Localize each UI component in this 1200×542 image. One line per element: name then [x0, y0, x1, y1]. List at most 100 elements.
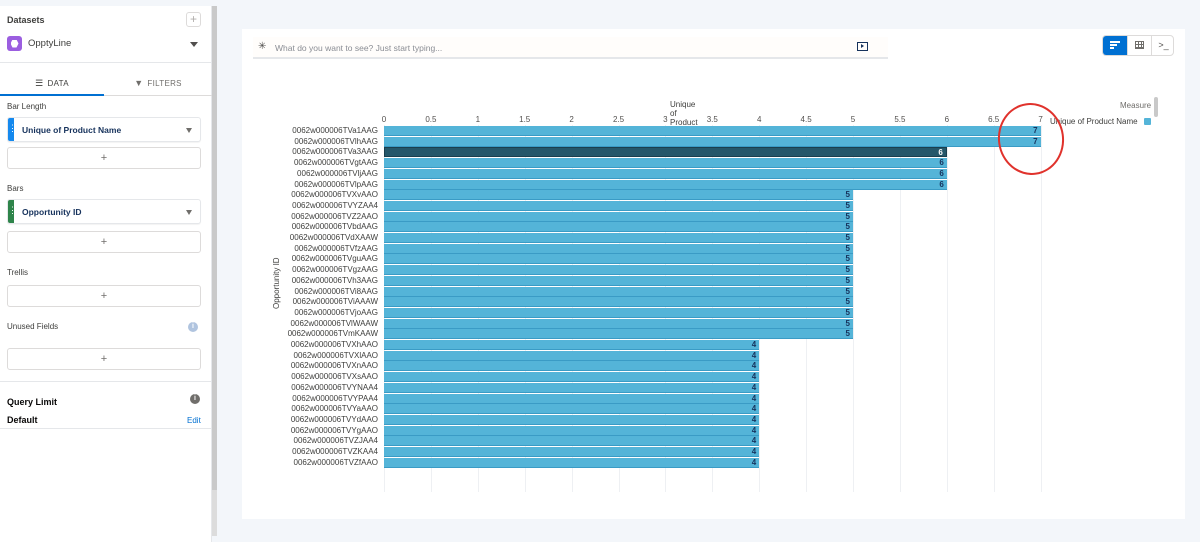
bar[interactable]: 5 [384, 286, 853, 297]
y-tick-label[interactable]: 0062w000006TVfzAAG [294, 243, 378, 253]
table-view-button[interactable] [1127, 36, 1151, 55]
chevron-down-icon[interactable] [190, 42, 198, 47]
gridline [853, 125, 854, 492]
y-tick-label[interactable]: 0062w000006TVXhAAO [290, 340, 378, 349]
bar[interactable]: 4 [384, 414, 760, 425]
x-tick-label: 0.5 [425, 115, 437, 124]
y-tick-label[interactable]: 0062w000006TVdXAAW [289, 233, 378, 242]
y-tick-label[interactable]: 0062w000006TVZKAA4 [292, 447, 378, 456]
y-tick-label[interactable]: 0062w000006TVYaAAO [291, 404, 378, 414]
bar[interactable]: 5 [384, 254, 853, 265]
bar[interactable]: 4 [384, 372, 760, 383]
y-tick-label[interactable]: 0062w000006TVYPAA4 [292, 393, 378, 403]
bar[interactable]: 4 [384, 350, 760, 361]
play-icon[interactable] [857, 42, 868, 51]
drag-handle-icon[interactable] [8, 200, 14, 223]
y-tick-label[interactable]: 0062w000006TVYNAA4 [291, 382, 378, 392]
y-tick-label[interactable]: 0062w000006TVgtAAG [293, 158, 378, 168]
info-icon[interactable]: i [188, 322, 198, 332]
x-tick-label: 2 [569, 115, 574, 124]
bar[interactable]: 7 [384, 136, 1041, 147]
bar-value-label: 5 [845, 222, 850, 232]
y-tick-label[interactable]: 0062w000006TVa3AAG [292, 147, 378, 157]
info-icon[interactable]: i [190, 394, 200, 404]
y-tick-label[interactable]: 0062w000006TViAAAW [292, 297, 378, 307]
add-trellis-button[interactable]: + [7, 285, 201, 307]
tab-filters[interactable]: ▼ FILTERS [106, 70, 210, 96]
bar[interactable]: 4 [384, 457, 760, 468]
add-bars-button[interactable]: + [7, 231, 201, 253]
bar[interactable]: 5 [384, 233, 853, 243]
y-tick-label[interactable]: 0062w000006TVXnAAO [290, 361, 378, 371]
y-tick-label[interactable]: 0062w000006TVZfAAO [293, 457, 379, 467]
bar[interactable]: 4 [384, 340, 760, 350]
bar[interactable]: 4 [384, 436, 760, 447]
tab-data[interactable]: ☰ DATA [0, 70, 104, 96]
bar[interactable]: 6 [384, 168, 947, 179]
bar[interactable]: 5 [384, 200, 853, 211]
bar[interactable]: 4 [384, 382, 760, 393]
y-tick-label[interactable]: 0062w000006TVguAAG [291, 254, 378, 264]
x-tick-label: 4.5 [800, 115, 812, 124]
dataset-selector[interactable]: OpptyLine [7, 36, 203, 54]
bar[interactable]: 5 [384, 318, 853, 329]
legend-scrollbar[interactable] [1154, 97, 1158, 117]
search-bar[interactable]: ✳ What do you want to see? Just start ty… [253, 37, 888, 59]
query-view-button[interactable]: >_ [1151, 36, 1175, 55]
bar[interactable]: 7 [384, 126, 1041, 136]
bar[interactable]: 5 [384, 275, 853, 286]
search-input[interactable]: What do you want to see? Just start typi… [275, 43, 443, 53]
y-tick-label[interactable]: 0062w000006TVlpAAG [294, 179, 378, 189]
bar-length-field-pill[interactable]: Unique of Product Name [7, 117, 201, 142]
bars-field-pill[interactable]: Opportunity ID [7, 199, 201, 224]
add-unused-field-button[interactable]: + [7, 348, 201, 370]
y-tick-label[interactable]: 0062w000006TVgzAAG [292, 265, 378, 275]
add-bar-length-button[interactable]: + [7, 147, 201, 169]
add-dataset-button[interactable]: + [186, 12, 201, 27]
bar[interactable]: 5 [384, 243, 853, 254]
bar[interactable]: 4 [384, 361, 760, 372]
sidebar-scrollbar[interactable] [212, 6, 217, 536]
y-tick-label[interactable]: 0062w000006TVh3AAG [291, 275, 378, 285]
panel-tabs: ☰ DATA ▼ FILTERS [0, 70, 212, 96]
bar[interactable]: 4 [384, 404, 760, 415]
y-tick-label[interactable]: 0062w000006TVi8AAG [294, 286, 378, 296]
y-tick-label[interactable]: 0062w000006TVYdAAO [290, 414, 378, 424]
y-tick-label[interactable]: 0062w000006TVjoAAG [294, 307, 378, 317]
bar[interactable]: 6 [384, 147, 947, 158]
bar[interactable]: 5 [384, 190, 853, 201]
y-tick-label[interactable]: 0062w000006TVYgAAO [290, 425, 378, 435]
chevron-down-icon[interactable] [186, 128, 192, 133]
bar[interactable]: 5 [384, 329, 853, 340]
bar[interactable]: 5 [384, 265, 853, 276]
y-tick-label[interactable]: 0062w000006TVXvAAO [291, 190, 378, 200]
chevron-down-icon[interactable] [186, 210, 192, 215]
y-tick-label[interactable]: 0062w000006TVbdAAG [291, 222, 378, 232]
y-tick-label[interactable]: 0062w000006TVXsAAO [291, 372, 378, 382]
query-limit-edit-link[interactable]: Edit [187, 416, 201, 425]
bar[interactable]: 4 [384, 425, 760, 436]
bar-value-label: 7 [1033, 126, 1038, 135]
y-tick-label[interactable]: 0062w000006TVZ2AAO [291, 211, 378, 221]
scrollbar-thumb[interactable] [212, 6, 217, 490]
bar[interactable]: 5 [384, 222, 853, 233]
y-tick-label[interactable]: 0062w000006TVZJAA4 [293, 436, 379, 446]
bar[interactable]: 4 [384, 393, 760, 404]
y-tick-label[interactable]: 0062w000006TVljAAG [297, 168, 378, 178]
bar[interactable]: 4 [384, 447, 760, 457]
chart-view-button[interactable] [1103, 36, 1127, 55]
y-tick-label[interactable]: 0062w000006TVYZAA4 [292, 200, 378, 210]
y-tick-label[interactable]: 0062w000006TVXlAAO [293, 350, 379, 360]
bar[interactable]: 5 [384, 211, 853, 222]
bar[interactable]: 6 [384, 179, 947, 190]
y-tick-label[interactable]: 0062w000006TVa1AAG [292, 126, 378, 135]
bar[interactable]: 6 [384, 158, 947, 169]
y-tick-label[interactable]: 0062w000006TVlhAAG [294, 136, 378, 146]
y-tick-label[interactable]: 0062w000006TVlWAAW [290, 318, 378, 328]
y-tick-label[interactable]: 0062w000006TVmKAAW [287, 329, 378, 339]
drag-handle-icon[interactable] [8, 118, 14, 141]
legend-item-label[interactable]: Unique of Product Name [1050, 117, 1138, 126]
table-icon [1135, 41, 1144, 49]
bar[interactable]: 5 [384, 307, 853, 318]
bar[interactable]: 5 [384, 297, 853, 308]
